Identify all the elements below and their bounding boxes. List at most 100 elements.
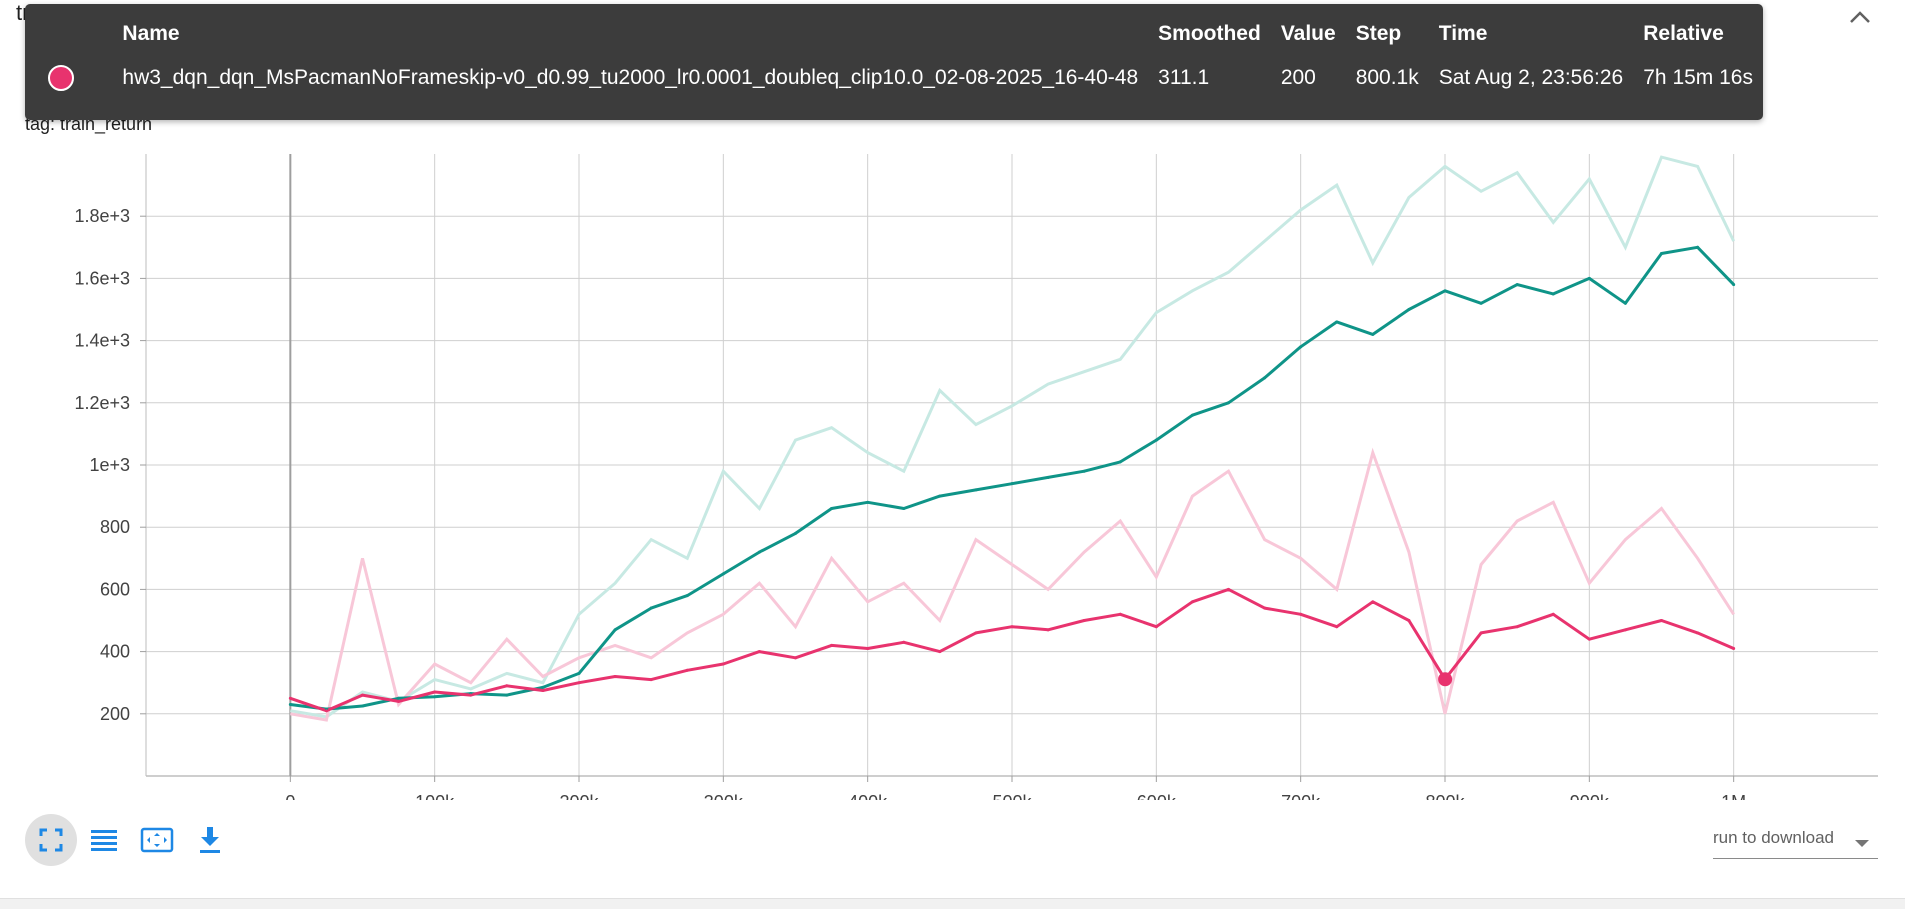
data-point-teal bbox=[1082, 469, 1086, 473]
data-point-teal bbox=[1118, 460, 1122, 464]
data-point-teal bbox=[1227, 401, 1230, 405]
line-chart[interactable]: 0 100k 200k 300k 400k 500k 600k 700k 800k 900k 1M 2… bbox=[0, 0, 1905, 800]
chart-tooltip: Name Smoothed Value Step Time Relative h… bbox=[25, 4, 1763, 120]
data-point-pink bbox=[613, 674, 617, 678]
data-point-teal bbox=[685, 594, 689, 598]
data-point-teal bbox=[577, 671, 581, 675]
data-point-teal bbox=[938, 494, 942, 498]
chart-toolbar bbox=[25, 814, 237, 866]
tooltip-table: Name Smoothed Value Step Time Relative h… bbox=[25, 4, 1763, 100]
x-tick-label: 700k bbox=[1281, 792, 1321, 800]
data-point-pink bbox=[1046, 628, 1050, 632]
data-point-pink bbox=[1118, 612, 1122, 616]
run-to-download-select[interactable]: run to download bbox=[1713, 822, 1878, 859]
tooltip-header-smoothed: Smoothed bbox=[1158, 22, 1261, 45]
data-point-pink bbox=[1010, 625, 1014, 629]
data-point-pink bbox=[1587, 637, 1591, 641]
data-point-teal bbox=[361, 704, 364, 708]
x-tick-label: 600k bbox=[1137, 792, 1177, 800]
data-point-teal bbox=[1551, 292, 1555, 296]
data-point-pink bbox=[505, 684, 509, 688]
tooltip-value: 200 bbox=[1280, 66, 1316, 89]
fullscreen-icon bbox=[39, 828, 63, 852]
data-point-pink bbox=[1082, 619, 1086, 622]
download-button[interactable] bbox=[184, 814, 236, 866]
data-point-pink bbox=[1623, 628, 1627, 632]
y-tick-label: 1.4e+3 bbox=[74, 331, 130, 351]
data-point-teal bbox=[1299, 345, 1303, 349]
y-tick-label: 1.2e+3 bbox=[74, 393, 130, 413]
data-point-pink bbox=[649, 678, 653, 682]
data-point-teal bbox=[505, 693, 509, 697]
data-point-pink bbox=[324, 709, 328, 713]
data-point-pink bbox=[433, 690, 437, 694]
tooltip-step: 800.1k bbox=[1355, 66, 1419, 89]
y-tick-label: 800 bbox=[100, 517, 130, 537]
data-point-teal bbox=[1190, 413, 1194, 417]
data-point-pink bbox=[1515, 625, 1519, 629]
tooltip-header-row: Name Smoothed Value Step Time Relative bbox=[25, 4, 1763, 56]
data-point-pink bbox=[1732, 646, 1736, 650]
toggle-log-list-button[interactable] bbox=[78, 814, 130, 866]
data-point-teal bbox=[1660, 252, 1663, 256]
data-point-teal bbox=[613, 628, 617, 632]
tooltip-header-relative: Relative bbox=[1643, 22, 1724, 45]
data-point-pink bbox=[757, 650, 761, 654]
data-point-teal bbox=[541, 685, 545, 689]
data-point-teal bbox=[830, 507, 834, 511]
data-point-pink bbox=[1154, 625, 1158, 629]
fit-domain-button[interactable] bbox=[131, 814, 183, 866]
data-point-pink bbox=[397, 699, 401, 703]
tooltip-header-name: Name bbox=[122, 22, 180, 45]
data-point-pink bbox=[794, 656, 797, 660]
data-point-pink bbox=[288, 696, 292, 700]
fullscreen-button[interactable] bbox=[25, 814, 77, 866]
data-point-teal bbox=[1443, 289, 1447, 293]
list-icon bbox=[91, 830, 117, 851]
tooltip-data-row: hw3_dqn_dqn_MsPacmanNoFrameskip-v0_d0.99… bbox=[25, 56, 1763, 100]
data-point-teal bbox=[1479, 301, 1483, 305]
data-point-teal bbox=[1515, 283, 1519, 287]
data-point-pink bbox=[974, 631, 978, 635]
x-tick-label: 500k bbox=[992, 792, 1032, 800]
fit-domain-icon bbox=[140, 827, 174, 853]
tooltip-relative: 7h 15m 16s bbox=[1643, 66, 1753, 89]
y-tick-label: 1.8e+3 bbox=[74, 206, 130, 226]
data-point-teal bbox=[902, 507, 906, 511]
x-tick-label: 300k bbox=[704, 792, 744, 800]
data-point-pink bbox=[1407, 619, 1411, 622]
data-point-teal bbox=[1010, 482, 1014, 486]
data-point-pink bbox=[1227, 587, 1230, 591]
data-point-pink bbox=[1190, 600, 1194, 604]
y-tick-label: 400 bbox=[100, 642, 130, 662]
run-color-swatch bbox=[48, 65, 74, 91]
data-point-pink bbox=[577, 681, 581, 685]
data-point-teal bbox=[1263, 376, 1267, 380]
data-point-teal bbox=[1696, 245, 1700, 249]
data-point-teal bbox=[794, 531, 797, 535]
chart-area[interactable]: 0 100k 200k 300k 400k 500k 600k 700k 800k 900k 1M 2… bbox=[0, 0, 1905, 800]
data-point-teal bbox=[1371, 332, 1375, 336]
data-point-teal bbox=[1335, 320, 1339, 324]
tooltip-run-name: hw3_dqn_dqn_MsPacmanNoFrameskip-v0_d0.99… bbox=[122, 66, 1139, 89]
data-point-teal bbox=[397, 696, 401, 700]
data-point-pink bbox=[469, 693, 473, 697]
run-select-label: run to download bbox=[1713, 828, 1834, 847]
tooltip-time: Sat Aug 2, 23:56:26 bbox=[1438, 66, 1624, 89]
data-point-teal bbox=[866, 500, 870, 504]
tooltip-header-value: Value bbox=[1280, 22, 1336, 45]
page-footer-strip bbox=[0, 898, 1905, 909]
data-point-pink bbox=[541, 688, 545, 692]
dropdown-arrow-icon bbox=[1854, 836, 1870, 854]
data-point-pink bbox=[361, 693, 364, 697]
data-point-teal bbox=[1154, 438, 1158, 442]
chevron-up-icon[interactable] bbox=[1845, 4, 1875, 30]
data-point-teal bbox=[1623, 301, 1627, 305]
data-point-teal bbox=[1732, 283, 1736, 287]
data-point-teal bbox=[721, 572, 725, 576]
x-tick-label: 400k bbox=[848, 792, 888, 800]
x-tick-label: 900k bbox=[1570, 792, 1610, 800]
data-point-pink bbox=[1263, 606, 1267, 610]
data-point-pink bbox=[1551, 612, 1555, 616]
hover-point-marker bbox=[1438, 672, 1453, 687]
